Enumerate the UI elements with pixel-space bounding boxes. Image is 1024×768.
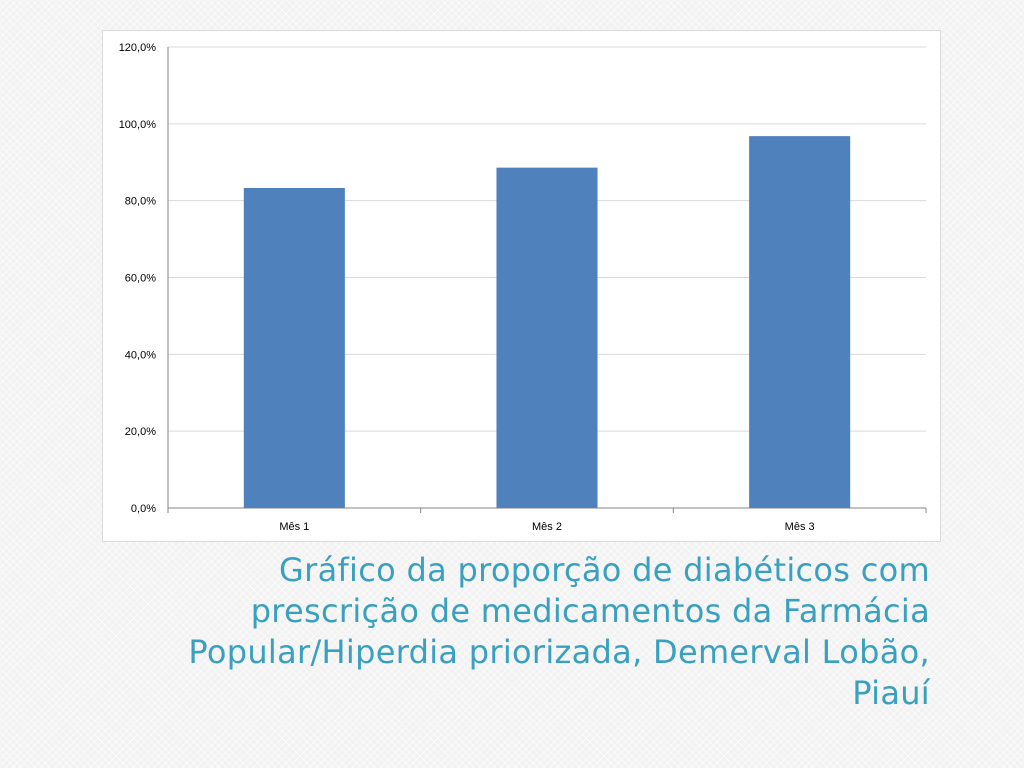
bar bbox=[496, 167, 598, 508]
y-tick-label: 60,0% bbox=[125, 273, 156, 285]
y-tick-label: 40,0% bbox=[125, 349, 156, 361]
bar-chart: 0,0% 20,0% 40,0% 60,0% 80,0% 100,0% 120,0% Mês … bbox=[119, 42, 927, 533]
y-tick-label: 100,0% bbox=[119, 119, 157, 131]
y-tick-label: 80,0% bbox=[125, 196, 156, 208]
bar bbox=[749, 136, 851, 509]
y-tick-label: 20,0% bbox=[125, 426, 156, 438]
x-tick-label: Mês 1 bbox=[279, 521, 309, 533]
slide-caption: Gráfico da proporção de diabéticos com p… bbox=[188, 551, 930, 712]
y-tick-label: 0,0% bbox=[131, 503, 156, 515]
y-tick-label: 120,0% bbox=[119, 42, 157, 54]
bar bbox=[243, 187, 345, 508]
x-tick-label: Mês 2 bbox=[532, 521, 562, 533]
x-tick-label: Mês 3 bbox=[785, 521, 815, 533]
chart-area: 0,0% 20,0% 40,0% 60,0% 80,0% 100,0% 120,0% Mês … bbox=[102, 30, 941, 542]
